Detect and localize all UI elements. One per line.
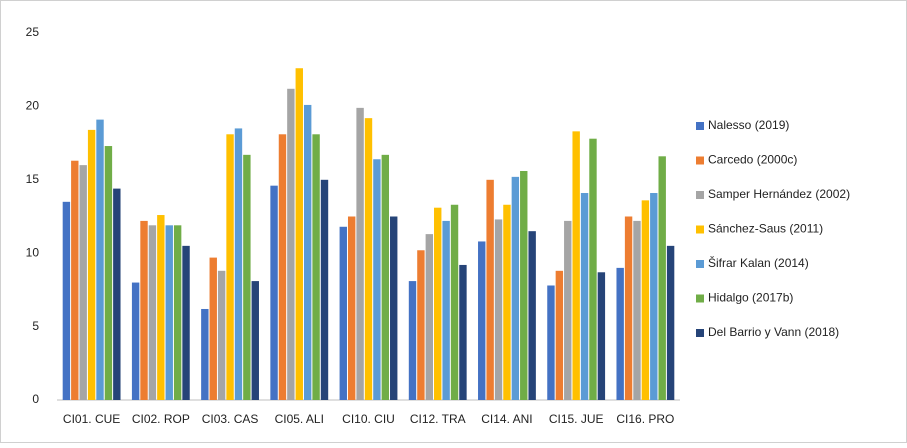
y-tick-label: 20	[26, 99, 40, 113]
bar	[528, 231, 536, 400]
bar	[87, 129, 96, 400]
legend-label: Carcedo (2000c)	[708, 153, 797, 167]
legend-swatch	[696, 122, 704, 130]
bar	[339, 226, 347, 400]
bar	[434, 207, 442, 400]
bar	[157, 215, 165, 400]
bar	[312, 134, 320, 401]
bar	[270, 185, 278, 400]
bar	[234, 128, 243, 401]
legend-label: Nalesso (2019)	[708, 118, 789, 132]
legend-swatch	[696, 329, 704, 337]
bar	[503, 204, 511, 400]
bar	[226, 134, 234, 401]
legend-label: Hidalgo (2017b)	[708, 291, 793, 305]
legend-swatch	[696, 156, 704, 165]
bar	[666, 245, 675, 400]
bar	[131, 282, 140, 400]
bar	[71, 160, 79, 400]
legend-swatch	[696, 225, 704, 234]
bar	[320, 179, 329, 400]
bar	[486, 179, 494, 400]
bar	[381, 154, 390, 400]
bar	[104, 146, 113, 400]
bar	[217, 270, 226, 400]
bar	[182, 245, 190, 400]
bar	[624, 216, 633, 400]
legend-label: Šifrar Kalan (2014)	[708, 255, 809, 270]
bar	[303, 104, 312, 400]
bar	[62, 201, 71, 400]
bar	[511, 176, 520, 400]
bar	[597, 272, 606, 400]
bar	[520, 170, 528, 400]
x-tick-label: CI12. TRA	[410, 412, 466, 426]
bar	[278, 134, 287, 401]
legend-label: Samper Hernández (2002)	[708, 187, 850, 201]
x-tick-label: CI14. ANI	[481, 412, 532, 426]
y-tick-label: 5	[32, 319, 39, 333]
bar	[616, 267, 624, 400]
bar	[201, 308, 209, 400]
bar	[408, 281, 417, 400]
bar	[347, 216, 356, 400]
bar	[555, 270, 564, 400]
bar	[140, 220, 148, 400]
bar	[459, 264, 467, 400]
bar	[356, 107, 364, 401]
bar	[96, 119, 104, 400]
bar	[417, 250, 425, 400]
x-tick-label: CI10. CIU	[342, 412, 395, 426]
legend-label: Sánchez-Saus (2011)	[708, 222, 823, 236]
bar	[580, 193, 589, 400]
bar	[633, 220, 641, 400]
bar	[425, 234, 434, 400]
bar	[572, 131, 580, 400]
bar	[364, 118, 373, 401]
bar	[148, 225, 157, 400]
bar	[113, 188, 121, 400]
bar	[547, 285, 555, 400]
y-tick-label: 25	[26, 25, 40, 39]
legend-label: Del Barrio y Vann (2018)	[708, 325, 839, 339]
bar	[209, 257, 217, 400]
x-tick-label: CI16. PRO	[616, 412, 674, 426]
y-tick-label: 15	[26, 172, 40, 186]
bar	[589, 138, 597, 401]
bar	[373, 159, 381, 400]
bar	[243, 154, 251, 400]
bar	[658, 156, 666, 400]
legend-swatch	[696, 294, 704, 303]
y-tick-label: 0	[32, 392, 39, 406]
bar	[442, 220, 450, 400]
bar	[450, 204, 459, 400]
legend-swatch	[696, 260, 704, 268]
bar	[478, 241, 486, 400]
x-tick-label: CI03. CAS	[202, 412, 259, 426]
bar	[295, 68, 303, 401]
x-tick-label: CI05. ALI	[275, 412, 324, 426]
bar	[287, 88, 295, 400]
x-tick-label: CI02. ROP	[132, 412, 190, 426]
y-tick-label: 10	[26, 245, 40, 259]
bar	[173, 225, 182, 400]
bar	[650, 193, 658, 400]
bar	[390, 216, 398, 400]
bar	[165, 225, 173, 400]
x-tick-label: CI01. CUE	[63, 412, 120, 426]
bar	[564, 220, 572, 400]
bar	[79, 165, 87, 400]
bar	[251, 281, 259, 400]
x-tick-label: CI15. JUE	[549, 412, 604, 426]
bar	[641, 200, 650, 400]
bar	[494, 219, 503, 400]
legend-swatch	[696, 191, 704, 199]
